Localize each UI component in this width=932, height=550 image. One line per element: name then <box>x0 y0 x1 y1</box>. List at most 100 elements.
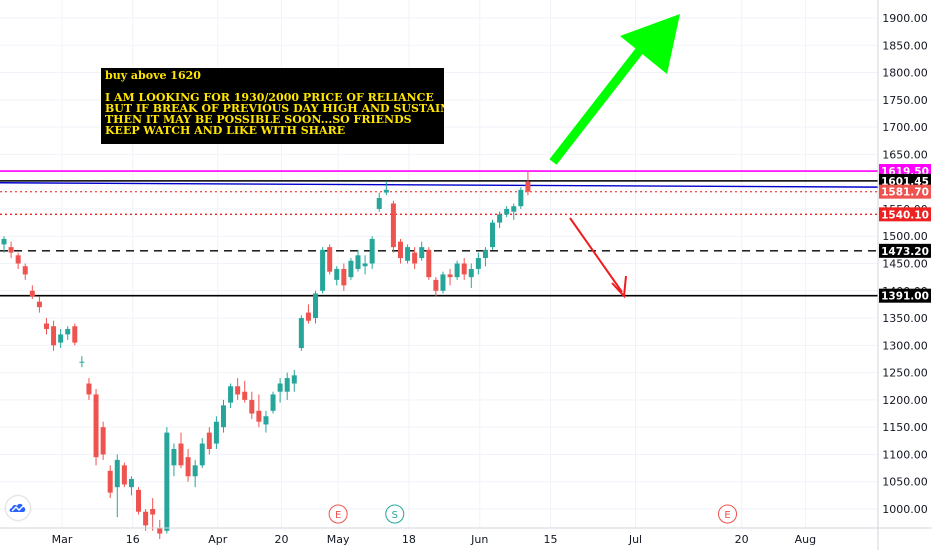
candle-body <box>8 247 14 253</box>
candle-body <box>164 432 170 531</box>
price-axis-label-bg <box>879 288 931 303</box>
y-tick-label: 1350.00 <box>882 312 928 325</box>
candle-body <box>518 189 524 207</box>
x-tick-label: May <box>327 533 350 546</box>
annotation-line: KEEP WATCH AND LIKE WITH SHARE <box>105 124 346 137</box>
y-tick-label: 1650.00 <box>882 148 928 161</box>
candle-body <box>128 478 134 488</box>
candle-body <box>270 394 276 411</box>
candle-body <box>482 249 488 259</box>
candle-body <box>426 249 432 278</box>
event-marker-letter: E <box>335 510 341 521</box>
candle-body <box>213 421 219 444</box>
x-tick-label: 20 <box>735 533 749 546</box>
candle-body <box>249 399 255 414</box>
annotation-line: buy above 1620 <box>105 69 201 82</box>
candle-body <box>150 509 156 515</box>
candle-body <box>383 189 389 193</box>
price-axis-label-bg <box>879 243 931 258</box>
candle-body <box>320 249 326 291</box>
candle-body <box>220 405 226 428</box>
x-tick-label: 18 <box>402 533 416 546</box>
candle-body <box>171 448 177 466</box>
event-marker <box>328 504 348 524</box>
red-down-arrow-shaft <box>569 217 623 293</box>
candle-body <box>313 293 319 319</box>
candle-body <box>1 238 7 245</box>
price-axis-label: 1581.70 <box>881 187 929 199</box>
candle-body <box>511 206 517 212</box>
event-marker <box>718 504 738 524</box>
candle-body <box>100 427 106 455</box>
candle-body <box>86 383 92 395</box>
candle-body <box>468 268 474 278</box>
y-tick-label: 1700.00 <box>882 121 928 134</box>
y-tick-label: 1300.00 <box>882 339 928 352</box>
y-tick-label: 1050.00 <box>882 476 928 489</box>
y-tick-label: 1100.00 <box>882 448 928 461</box>
y-tick-label: 1900.00 <box>882 12 928 25</box>
candle-body <box>199 443 205 466</box>
candle-body <box>114 459 120 488</box>
price-axis-label-bg <box>879 184 931 199</box>
blue-trend-line <box>0 182 879 188</box>
y-tick-label: 1000.00 <box>882 503 928 516</box>
y-tick-label: 1800.00 <box>882 67 928 80</box>
candle-body <box>525 181 531 192</box>
y-tick-label: 1150.00 <box>882 421 928 434</box>
candle-body <box>334 268 340 280</box>
candle-body <box>192 465 198 477</box>
candle-body <box>22 266 28 275</box>
annotation-box: buy above 1620 I AM LOOKING FOR 1930/200… <box>101 68 444 144</box>
candle-body <box>256 410 262 422</box>
candle-body <box>440 274 446 291</box>
candle-body <box>263 416 269 425</box>
candle-body <box>242 391 248 400</box>
candle-body <box>504 208 510 215</box>
candle-body <box>235 386 241 395</box>
price-axis-label-bg <box>879 173 931 188</box>
candle-body <box>51 326 57 346</box>
event-marker-letter: S <box>392 510 398 521</box>
x-tick-label: Aug <box>795 533 816 546</box>
candle-body <box>433 279 439 291</box>
candle-body <box>327 247 333 272</box>
candle-body <box>178 443 184 466</box>
candle-body <box>58 334 64 343</box>
y-tick-label: 1500.00 <box>882 230 928 243</box>
y-tick-label: 1250.00 <box>882 367 928 380</box>
candle-body <box>72 326 78 343</box>
candle-body <box>291 375 297 384</box>
x-tick-label: 20 <box>274 533 288 546</box>
candle-body <box>419 247 425 259</box>
y-tick-label: 1200.00 <box>882 394 928 407</box>
candle-body <box>454 263 460 278</box>
candle-body <box>284 378 290 392</box>
candle-body <box>447 274 453 278</box>
event-marker <box>385 504 405 524</box>
candle-body <box>412 252 418 264</box>
candle-body <box>65 328 71 335</box>
candle-body <box>157 528 163 534</box>
tradingview-logo-icon[interactable] <box>6 496 30 520</box>
candle-body <box>475 258 481 269</box>
candle-body <box>228 386 234 403</box>
candle-body <box>136 489 142 512</box>
x-tick-label: Jul <box>628 533 642 546</box>
candle-body <box>355 255 361 269</box>
candle-body <box>369 238 375 264</box>
event-marker-letter: E <box>724 510 730 521</box>
green-up-arrow-shaft <box>549 47 644 165</box>
candle-body <box>121 465 127 485</box>
red-down-arrow-head <box>611 275 627 299</box>
x-tick-label: Mar <box>52 533 73 546</box>
candle-body <box>15 255 21 264</box>
annotation-line: I AM LOOKING FOR 1930/2000 PRICE OF RELI… <box>105 91 434 104</box>
candle-body <box>305 312 311 321</box>
x-tick-label: Jun <box>470 533 488 546</box>
annotation-line: THEN IT MAY BE POSSIBLE SOON...SO FRIEND… <box>105 113 412 126</box>
candle-body <box>107 470 113 493</box>
price-axis-label: 1540.10 <box>881 209 929 221</box>
x-tick-label: 15 <box>544 533 558 546</box>
